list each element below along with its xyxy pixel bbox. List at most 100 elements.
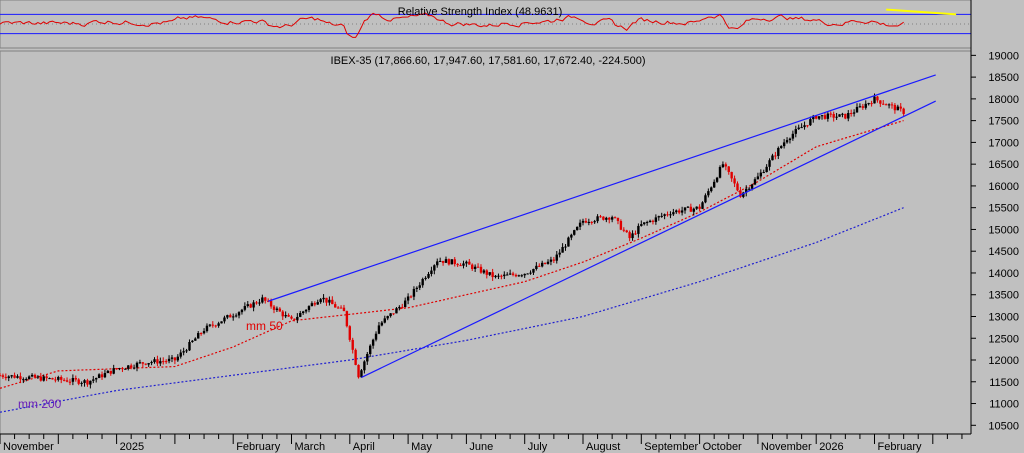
candle-body (57, 377, 60, 380)
candle-body (301, 311, 305, 314)
candle-body (266, 300, 270, 302)
y-tick-label: 18000 (988, 94, 1019, 106)
y-tick-label: 18500 (988, 72, 1019, 84)
candle-body (710, 187, 713, 192)
candle-body (4, 376, 8, 379)
candle-body (517, 275, 521, 277)
candle-body (112, 368, 115, 374)
candle-body (42, 376, 45, 381)
candle-body (724, 164, 728, 167)
candle-body (479, 266, 483, 273)
x-tick-label: October (703, 441, 742, 453)
candle-body (427, 273, 430, 278)
candle-body (870, 103, 873, 105)
candle-body (462, 263, 465, 266)
candle-body (788, 138, 792, 141)
candle-body (465, 261, 468, 264)
candle-body (19, 376, 22, 380)
candle-body (421, 278, 424, 286)
candle-body (299, 313, 302, 317)
candle-body (616, 217, 620, 221)
candle-body (587, 221, 591, 223)
rsi-title: Relative Strength Index (48.9631) (398, 6, 563, 18)
candle-body (436, 261, 439, 266)
candle-body (613, 217, 617, 219)
candle-body (663, 214, 666, 216)
candle-body (753, 179, 757, 185)
candle-body (217, 323, 220, 326)
candle-body (701, 202, 704, 209)
candle-body (205, 325, 209, 332)
candle-body (575, 226, 579, 231)
candle-body (290, 316, 293, 319)
candle-body (806, 125, 809, 127)
x-tick-label: February (878, 441, 923, 453)
candle-body (482, 270, 486, 273)
candle-body (765, 166, 768, 173)
candle-body (383, 318, 386, 323)
price-title: IBEX-35 (17,866.60, 17,947.60, 17,581.60… (331, 55, 646, 67)
candle-body (829, 113, 832, 115)
candle-body (497, 275, 500, 277)
candle-body (60, 377, 63, 380)
candle-body (339, 307, 343, 309)
candle-body (331, 299, 334, 305)
candle-body (844, 113, 847, 119)
ma50-line (0, 120, 904, 389)
candle-body (170, 357, 174, 359)
candle-body (374, 333, 378, 340)
candle-body (771, 155, 774, 161)
candle-body (608, 217, 611, 220)
candle-body (62, 379, 66, 381)
candle-body (730, 171, 733, 179)
candle-body (141, 362, 145, 364)
candle-body (785, 140, 789, 143)
candle-body (36, 376, 40, 378)
candle-body (803, 125, 806, 128)
candle-body (246, 304, 249, 307)
candle-body (573, 230, 576, 235)
candle-body (48, 378, 51, 380)
trendlines (267, 74, 936, 378)
candle-body (535, 265, 538, 269)
candle-body (398, 306, 401, 309)
y-tick-label: 13500 (988, 290, 1019, 302)
ma200-line (0, 207, 904, 413)
candle-body (287, 315, 290, 317)
candle-body (252, 302, 255, 308)
candle-body (605, 217, 608, 220)
candle-body (412, 288, 416, 297)
candle-body (858, 106, 862, 108)
candle-body (669, 214, 672, 216)
candle-body (54, 379, 57, 381)
candle-body (698, 206, 701, 209)
y-tick-label: 11000 (989, 399, 1019, 411)
candle-body (164, 361, 168, 363)
candle-body (65, 380, 69, 382)
candle-body (581, 220, 585, 223)
candle-body (129, 365, 133, 368)
candle-body (855, 106, 859, 113)
x-tick-label: May (411, 441, 432, 453)
candle-body (10, 375, 13, 377)
candle-body (100, 374, 104, 378)
x-tick-label: November (3, 441, 54, 453)
candle-body (147, 363, 150, 365)
candle-body (593, 221, 596, 223)
candle-body (777, 147, 780, 156)
candle-body (197, 333, 200, 339)
candle-body (654, 217, 658, 222)
candle-body (619, 220, 623, 230)
candle-body (33, 374, 37, 378)
candle-body (406, 296, 410, 301)
x-tick-label: July (528, 441, 548, 453)
candle-body (683, 207, 687, 211)
y-tick-label: 15000 (988, 224, 1019, 236)
candle-body (1, 375, 5, 377)
y-tick-label: 11500 (989, 377, 1019, 389)
candle-body (22, 379, 25, 381)
y-tick-label: 15500 (988, 203, 1019, 215)
candle-body (433, 265, 436, 271)
candle-body (599, 216, 602, 218)
candle-body (80, 382, 83, 384)
